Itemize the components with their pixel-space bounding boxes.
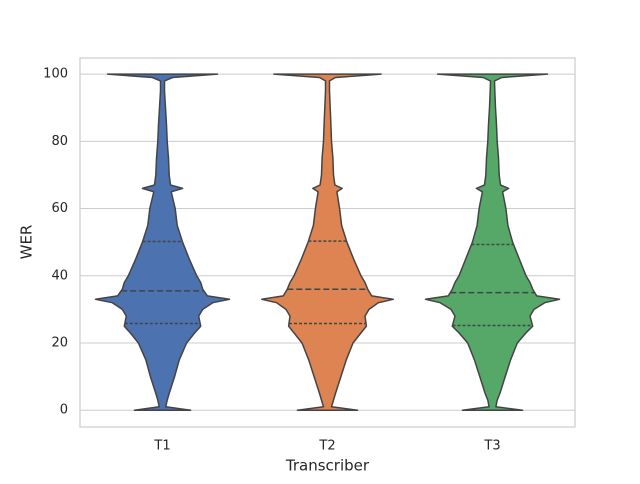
x-tick-label: T2 (318, 439, 335, 454)
violin (94, 73, 231, 411)
plot-frame (79, 57, 576, 428)
violin (261, 73, 394, 411)
y-tick-label: 40 (51, 268, 68, 283)
y-tick-label: 60 (51, 201, 68, 216)
y-tick-label: 100 (43, 67, 68, 82)
x-tick-label: T1 (153, 439, 170, 454)
y-tick-label: 80 (51, 134, 68, 149)
y-tick-label: 0 (60, 403, 68, 418)
y-axis-label: WER (18, 225, 36, 260)
x-axis-label: Transcriber (285, 457, 370, 475)
x-tick-label: T3 (483, 439, 500, 454)
y-tick-label: 20 (51, 335, 68, 350)
